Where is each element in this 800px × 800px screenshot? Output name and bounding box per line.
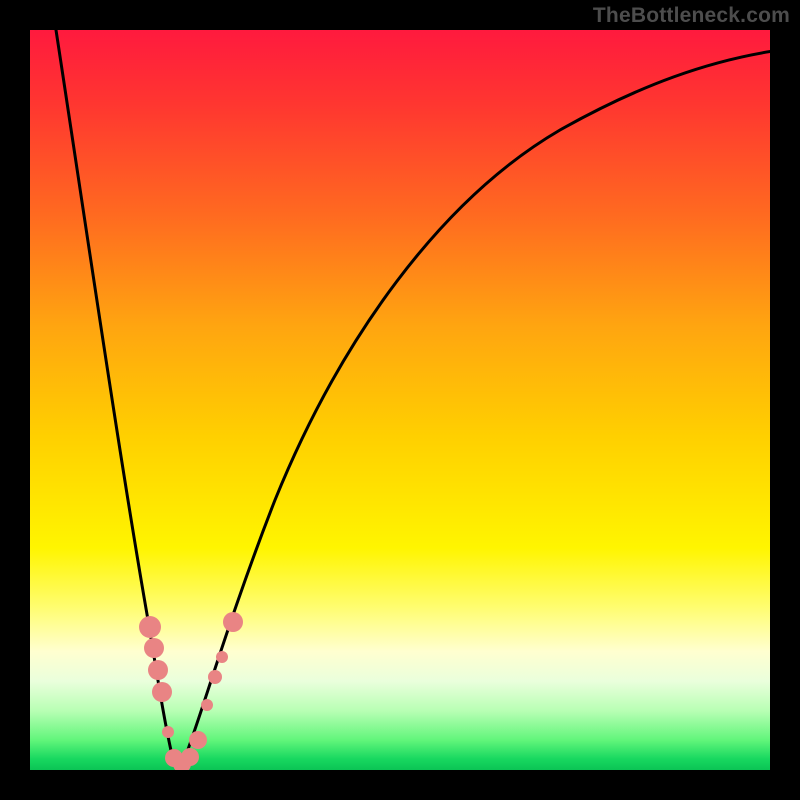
marker-dot: [139, 616, 161, 638]
gradient-background: [30, 30, 770, 770]
marker-dot: [152, 682, 172, 702]
marker-dot: [162, 726, 174, 738]
marker-dot: [148, 660, 168, 680]
bottleneck-chart: [0, 0, 800, 800]
figure-stage: TheBottleneck.com: [0, 0, 800, 800]
marker-dot: [208, 670, 222, 684]
marker-dot: [144, 638, 164, 658]
marker-dot: [181, 748, 199, 766]
marker-dot: [189, 731, 207, 749]
marker-dot: [223, 612, 243, 632]
marker-dot: [201, 699, 213, 711]
marker-dot: [216, 651, 228, 663]
attribution-text: TheBottleneck.com: [593, 4, 790, 28]
